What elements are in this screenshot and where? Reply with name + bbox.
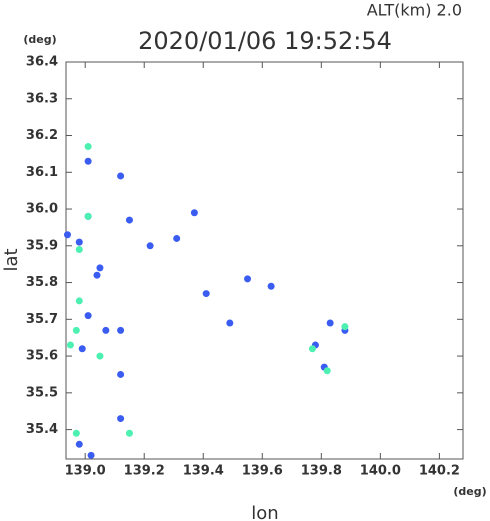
echo-point — [87, 451, 95, 459]
echo-point — [117, 172, 125, 180]
echo-point — [308, 345, 316, 353]
x-tick-label: 140.0 — [360, 464, 401, 479]
echo-point — [202, 290, 210, 298]
echo-point — [78, 345, 86, 353]
y-tick-label: 35.9 — [26, 238, 58, 253]
altitude-label: ALT(km) 2.0 — [367, 1, 462, 20]
x-axis-label: lon — [251, 503, 278, 521]
echo-point — [102, 326, 110, 334]
x-unit: (deg) — [453, 485, 486, 498]
echo-point — [72, 429, 80, 437]
y-tick-label: 35.6 — [26, 349, 58, 364]
echo-point — [146, 242, 154, 250]
y-tick-label: 36.2 — [26, 128, 58, 143]
echo-point — [72, 326, 80, 334]
y-tick-label: 35.4 — [26, 422, 58, 437]
y-unit: (deg) — [23, 33, 56, 46]
echo-point — [326, 319, 334, 327]
echo-point — [93, 271, 101, 279]
echo-point — [117, 326, 125, 334]
echo-point — [341, 323, 349, 331]
echo-point — [244, 275, 252, 283]
echo-point — [75, 440, 83, 448]
echo-point — [125, 216, 133, 224]
echo-point — [75, 297, 83, 305]
echo-point — [226, 319, 234, 327]
echo-point — [117, 415, 125, 423]
y-tick-label: 35.7 — [26, 312, 58, 327]
y-tick-label: 36.1 — [26, 165, 58, 180]
echo-point — [125, 429, 133, 437]
echo-point — [66, 341, 74, 349]
y-tick-label: 36.0 — [26, 202, 58, 217]
echo-point — [96, 264, 104, 272]
echo-point — [75, 245, 83, 253]
y-tick-label: 36.4 — [26, 55, 58, 70]
echo-point — [63, 231, 71, 239]
echo-point — [84, 143, 92, 151]
y-tick-label: 36.3 — [26, 91, 58, 106]
echo-point — [84, 212, 92, 220]
x-tick-label: 139.2 — [124, 464, 165, 479]
x-tick-label: 139.0 — [65, 464, 106, 479]
echo-point — [75, 238, 83, 246]
chart-title: 2020/01/06 19:52:54 — [138, 27, 392, 55]
x-tick-label: 139.4 — [183, 464, 224, 479]
echo-point — [267, 282, 275, 290]
y-axis-label: lat — [1, 248, 22, 271]
echo-point — [173, 234, 181, 242]
echo-point — [84, 157, 92, 165]
plot-frame — [65, 61, 464, 460]
y-tick-label: 35.5 — [26, 385, 58, 400]
echo-point — [323, 367, 331, 375]
x-tick-label: 140.2 — [419, 464, 460, 479]
x-tick-label: 139.8 — [301, 464, 342, 479]
echo-point — [190, 209, 198, 217]
y-tick-label: 35.8 — [26, 275, 58, 290]
x-tick-label: 139.6 — [242, 464, 283, 479]
echo-point — [84, 312, 92, 320]
echo-point — [96, 352, 104, 360]
echo-point — [117, 370, 125, 378]
